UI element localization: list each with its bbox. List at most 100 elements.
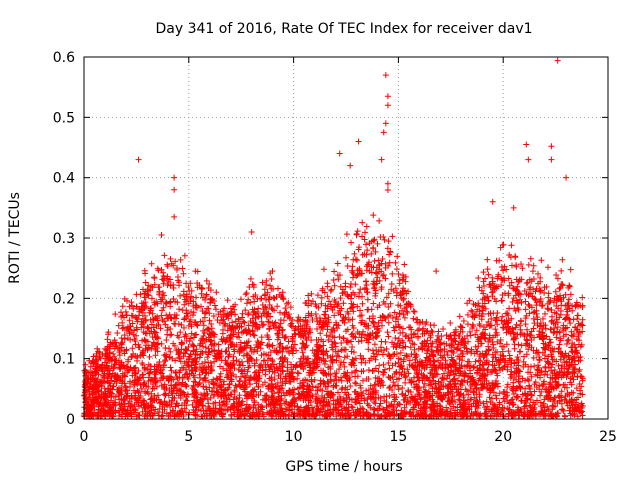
data-point bbox=[259, 322, 266, 329]
data-point bbox=[414, 373, 421, 380]
data-point bbox=[104, 336, 111, 343]
data-point bbox=[485, 310, 492, 317]
data-point bbox=[159, 294, 166, 301]
data-point bbox=[277, 309, 284, 316]
data-point bbox=[279, 363, 286, 370]
data-point bbox=[411, 346, 418, 353]
data-point bbox=[305, 302, 312, 309]
data-point bbox=[252, 292, 259, 299]
data-point bbox=[328, 338, 335, 345]
data-point bbox=[147, 377, 154, 384]
data-point bbox=[300, 353, 307, 360]
data-point bbox=[321, 311, 328, 318]
data-point bbox=[241, 319, 248, 326]
data-point bbox=[381, 412, 388, 419]
data-point bbox=[365, 367, 372, 374]
data-point bbox=[172, 315, 179, 322]
data-point bbox=[157, 399, 164, 406]
data-point bbox=[499, 313, 506, 320]
data-point bbox=[398, 371, 405, 378]
data-point bbox=[372, 400, 379, 407]
data-point bbox=[148, 295, 155, 302]
data-point bbox=[574, 316, 581, 323]
data-point bbox=[223, 337, 230, 344]
data-point bbox=[134, 318, 141, 325]
data-point bbox=[275, 412, 282, 419]
data-point bbox=[455, 353, 462, 360]
data-point bbox=[300, 340, 307, 347]
data-point bbox=[380, 298, 387, 305]
data-point bbox=[386, 259, 393, 266]
data-point bbox=[441, 370, 448, 377]
data-point bbox=[468, 350, 475, 357]
data-point bbox=[537, 295, 544, 302]
data-point bbox=[266, 296, 273, 303]
data-point bbox=[553, 381, 560, 388]
data-point bbox=[112, 311, 119, 318]
data-point bbox=[231, 306, 238, 313]
data-point bbox=[498, 281, 505, 288]
data-point bbox=[324, 407, 331, 414]
data-point bbox=[544, 264, 551, 271]
data-point bbox=[328, 303, 335, 310]
data-point bbox=[479, 350, 486, 357]
data-point bbox=[569, 370, 576, 377]
data-point bbox=[572, 303, 579, 310]
data-point bbox=[550, 329, 557, 336]
data-point bbox=[341, 363, 348, 370]
data-point bbox=[244, 358, 251, 365]
data-point bbox=[399, 344, 406, 351]
data-point bbox=[475, 302, 482, 309]
data-point bbox=[121, 350, 128, 357]
data-point bbox=[131, 409, 138, 416]
data-point bbox=[506, 357, 513, 364]
data-point bbox=[425, 356, 432, 363]
data-point bbox=[355, 338, 362, 345]
data-point bbox=[490, 286, 497, 293]
data-point bbox=[548, 353, 555, 360]
data-point bbox=[228, 332, 235, 339]
data-point bbox=[566, 283, 573, 290]
data-point bbox=[190, 298, 197, 305]
data-point bbox=[435, 357, 442, 364]
data-point bbox=[237, 401, 244, 408]
data-point bbox=[210, 298, 217, 305]
data-point bbox=[508, 279, 515, 286]
data-point bbox=[576, 337, 583, 344]
data-point bbox=[366, 412, 373, 419]
data-point bbox=[244, 352, 251, 359]
data-point bbox=[336, 366, 343, 373]
data-point bbox=[280, 358, 287, 365]
data-point bbox=[103, 402, 110, 409]
data-point bbox=[553, 334, 560, 341]
data-point bbox=[312, 301, 319, 308]
data-point bbox=[400, 296, 407, 303]
data-point bbox=[376, 402, 383, 409]
data-point bbox=[303, 389, 310, 396]
data-point bbox=[571, 366, 578, 373]
data-point bbox=[164, 263, 171, 270]
data-point bbox=[545, 360, 552, 367]
data-point bbox=[552, 394, 559, 401]
data-point bbox=[220, 336, 227, 343]
data-point bbox=[305, 334, 312, 341]
data-point bbox=[481, 367, 488, 374]
data-point bbox=[337, 362, 344, 369]
data-point bbox=[359, 251, 366, 258]
data-point bbox=[519, 375, 526, 382]
data-point bbox=[188, 308, 195, 315]
data-point bbox=[275, 330, 282, 337]
data-point bbox=[541, 310, 548, 317]
data-point bbox=[230, 357, 237, 364]
data-point bbox=[493, 317, 500, 324]
data-point bbox=[101, 374, 108, 381]
data-point bbox=[155, 321, 162, 328]
data-point bbox=[367, 382, 374, 389]
data-point bbox=[336, 353, 342, 360]
data-point bbox=[530, 262, 537, 269]
data-point bbox=[354, 390, 361, 397]
data-point bbox=[308, 290, 315, 297]
data-point bbox=[390, 343, 397, 350]
data-point bbox=[473, 397, 480, 404]
data-point bbox=[348, 280, 355, 287]
